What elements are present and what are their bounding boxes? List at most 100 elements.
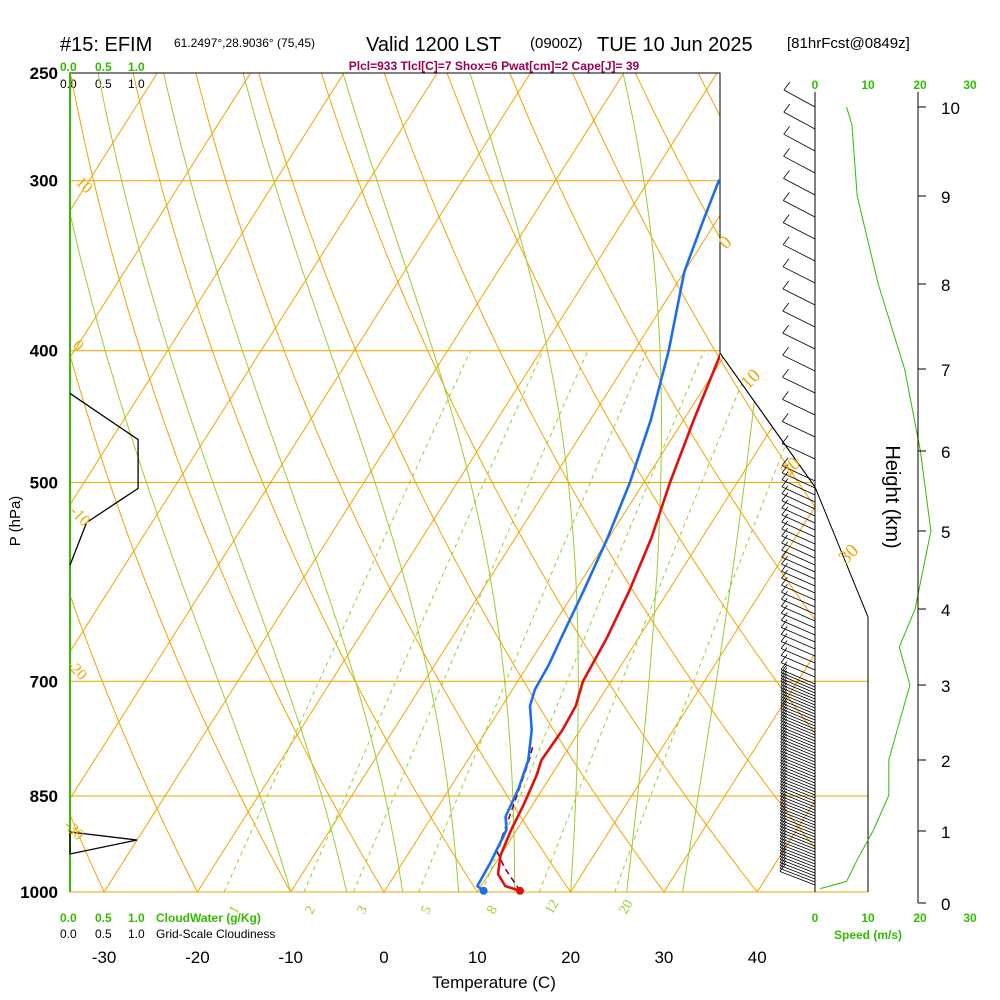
moist-adiabat-line	[622, 73, 663, 892]
barb-shaft	[780, 690, 816, 706]
barb-shaft	[779, 841, 816, 856]
cl-tick-bot-0: 0.0	[60, 927, 77, 941]
barb-flag	[779, 830, 787, 839]
title-z: (0900Z)	[530, 35, 583, 52]
dry-adiabat-line	[132, 73, 478, 892]
barb-flag	[782, 280, 790, 290]
barb-flag	[779, 836, 787, 845]
dewpoint-trace	[475, 178, 720, 892]
barb-flag	[783, 125, 791, 135]
barb-shaft	[779, 871, 816, 886]
barb-shaft	[780, 816, 816, 832]
barb-flag	[780, 619, 788, 628]
cl-tick-bot-1: 0.5	[95, 927, 112, 941]
speed-tick-bot-3: 30	[963, 911, 977, 925]
barb-flag	[779, 854, 787, 863]
barb-shaft	[780, 696, 816, 712]
x-tick-label: 10	[468, 948, 487, 967]
barb-shaft	[780, 705, 816, 721]
barb-shaft	[782, 354, 816, 372]
barb-shaft	[781, 584, 816, 601]
moist-adiabat-line	[97, 73, 348, 892]
dry-adiabat-line	[949, 73, 1000, 892]
barb-shaft	[779, 859, 816, 874]
mixing-ratio-line	[303, 350, 544, 892]
barb-shaft	[780, 834, 816, 850]
barb-flag	[782, 192, 790, 201]
isotherm-label-left: 0	[69, 337, 87, 355]
barb-shaft	[780, 738, 816, 754]
speed-label: Speed (m/s)	[834, 928, 902, 942]
barb-shaft	[780, 662, 816, 678]
barb-shaft	[779, 853, 816, 868]
cw-tick-bot-1: 0.5	[95, 911, 112, 925]
barb-flag	[781, 520, 789, 530]
barb-shaft	[780, 669, 816, 685]
p-tick-label: 1000	[20, 883, 58, 902]
p-tick-label: 500	[30, 474, 58, 493]
barb-shaft	[780, 699, 816, 715]
barb-shaft	[780, 702, 816, 718]
barb-flag	[783, 103, 791, 113]
barb-shaft	[781, 521, 816, 538]
height-tick-label: 6	[941, 443, 950, 462]
barb-flag	[782, 369, 789, 378]
barb-shaft	[780, 678, 816, 694]
isotherm-line	[944, 73, 1000, 892]
surface-dewpoint-point	[479, 886, 488, 895]
mixing-ratio-line	[352, 350, 589, 892]
height-tick-label: 0	[941, 895, 950, 914]
barb-shaft	[780, 753, 816, 769]
barb-shaft	[783, 200, 816, 218]
barb-shaft	[780, 756, 816, 772]
barb-flag	[781, 499, 789, 509]
barb-shaft	[781, 507, 816, 524]
barb-flag	[781, 534, 788, 544]
dry-adiabat-line	[320, 73, 758, 892]
speed-tick-top-1: 10	[861, 78, 875, 92]
barb-shaft	[780, 804, 816, 820]
barb-flag	[781, 492, 789, 502]
barb-flag	[782, 236, 790, 245]
barb-flag	[779, 815, 787, 824]
y-axis-label: P (hPa)	[7, 496, 24, 547]
barb-flag	[779, 857, 787, 866]
barb-flag	[781, 569, 788, 579]
barb-flag	[780, 640, 788, 649]
barb-shaft	[780, 693, 816, 709]
x-tick-label: 40	[748, 948, 767, 967]
x-tick-label: -20	[185, 948, 210, 967]
barb-flag	[781, 548, 788, 558]
barb-shaft	[780, 838, 816, 853]
barb-shaft	[780, 687, 816, 703]
cw-tick-top-2: 1.0	[128, 60, 145, 74]
barb-shaft	[780, 795, 816, 811]
barb-shaft	[781, 556, 816, 573]
barb-shaft	[782, 399, 816, 416]
x-axis-label: Temperature (C)	[432, 973, 556, 992]
mixing-ratio-label: 20	[616, 897, 636, 917]
barb-flag	[780, 605, 788, 614]
barb-shaft	[780, 780, 816, 796]
barb-shaft	[781, 514, 816, 531]
barb-shaft	[780, 774, 816, 790]
barb-shaft	[781, 620, 816, 636]
isotherm-label-left: 10	[72, 174, 95, 197]
barb-shaft	[780, 681, 816, 697]
height-axis-label: Height (km)	[881, 445, 903, 548]
cloudwater-scale-top: 0.0 0.5 1.0 0.0 0.5 1.0	[60, 60, 145, 91]
low-cloud-marker	[69, 831, 138, 855]
barb-shaft	[780, 750, 816, 766]
isotherm-line	[663, 73, 815, 892]
barb-flag	[782, 391, 789, 400]
barb-flag	[779, 860, 787, 869]
cw-tick-bot-2: 1.0	[128, 911, 145, 925]
barb-shaft	[781, 535, 816, 552]
dry-adiabat-line	[70, 73, 292, 892]
barb-flag	[780, 654, 788, 663]
barb-flag	[781, 562, 788, 572]
barb-shaft	[780, 825, 816, 841]
dry-adiabat-line	[572, 73, 815, 892]
barb-shaft	[782, 421, 816, 438]
